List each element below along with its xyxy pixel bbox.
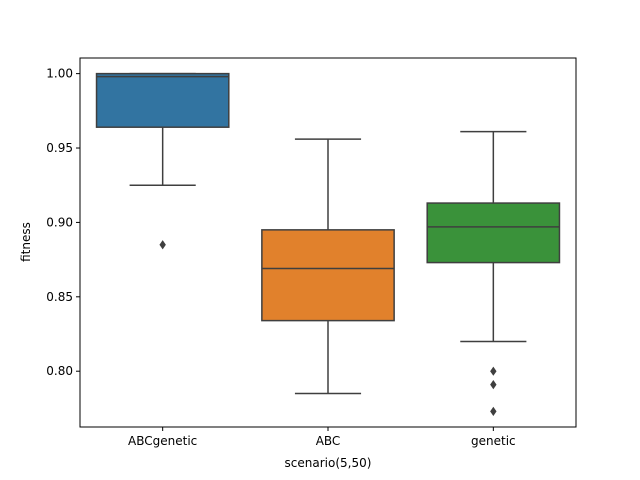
box-iqr [426, 202, 561, 264]
y-tick-label: 1.00 [46, 67, 73, 81]
y-tick-label: 0.80 [46, 364, 73, 378]
outlier-point [490, 406, 497, 416]
x-tick-label: genetic [471, 434, 516, 448]
box-group [426, 130, 561, 416]
box-iqr [95, 72, 230, 128]
outlier-point [490, 379, 497, 390]
y-axis-label: fitness [19, 222, 33, 262]
box-group [261, 138, 395, 395]
plot-layer [95, 72, 561, 416]
y-tick-label: 0.85 [46, 290, 73, 304]
x-tick-label: ABCgenetic [128, 434, 197, 448]
outlier-point [159, 240, 166, 250]
y-tick-label: 0.90 [46, 215, 73, 229]
x-tick-label: ABC [316, 434, 341, 448]
y-tick-label: 0.95 [46, 141, 73, 155]
box-iqr [261, 229, 395, 322]
x-axis-label: scenario(5,50) [285, 456, 372, 470]
outlier-point [490, 366, 497, 376]
box-group [95, 72, 230, 250]
